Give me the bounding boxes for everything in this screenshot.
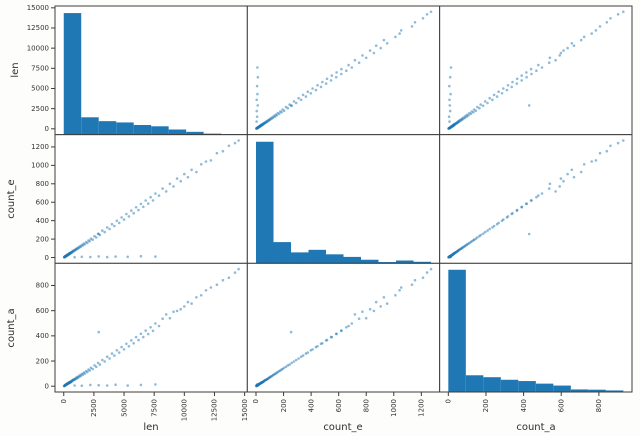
x-tick-label: 0 [60,399,68,403]
x-tick-label: 400 [307,399,315,412]
y-tick-label: 7500 [31,65,49,73]
x-tick-label: 200 [280,399,288,412]
hist-bar [291,252,309,264]
hist-bar [186,131,204,135]
y-tick-label: 10000 [27,44,49,52]
x-tick-label: 10000 [181,399,189,421]
hist-bar [256,141,274,264]
y-tick-label: 0 [45,254,49,262]
hist-bar [273,242,292,264]
hist-bar [343,256,361,264]
hist-bar [326,254,344,264]
panel-len-vs-count_e [246,5,441,136]
x-axis-label-count_e: count_e [323,422,362,433]
panel-len-vs-count_a [439,5,633,136]
panel-count_e-vs-count_e [246,134,441,264]
x-tick-label: 1200 [418,399,426,417]
y-tick-label: 800 [36,180,49,188]
hist-bar [465,375,484,392]
hist-bar [483,377,501,392]
x-tick-label: 7500 [150,399,158,417]
y-tick-label: 200 [36,357,49,365]
hist-bar [151,126,169,135]
panel-count_e-vs-len [54,134,248,264]
x-tick-label: 600 [557,399,565,412]
y-tick-label: 600 [36,307,49,315]
hist-bar [360,259,379,264]
hist-bar [570,389,589,392]
y-tick-label: 15000 [27,4,49,12]
panel-len-vs-len [54,5,248,136]
y-tick-label: 400 [36,217,49,225]
hist-bar [98,121,117,135]
panel-count_a-vs-len [54,262,248,393]
y-tick-label: 1200 [31,143,49,151]
hist-bar [168,129,187,135]
x-axis-label-len: len [143,422,158,433]
y-tick-label: 600 [36,198,49,206]
axes-layer: 0250050007500100001250015000020040060080… [27,4,603,421]
hist-bar [553,385,571,392]
hist-bar [535,383,554,392]
panel-count_e-vs-count_a [439,134,633,264]
hist-bar [500,379,519,392]
hist-bar [518,381,536,392]
x-tick-label: 12500 [211,399,219,421]
x-tick-label: 5000 [120,399,128,417]
x-tick-label: 800 [595,399,603,412]
hist-bar [605,390,624,392]
hist-bar [116,122,134,135]
hist-bar [378,262,396,264]
y-tick-label: 2500 [31,105,49,113]
y-axis-label-count_a: count_a [6,308,17,347]
hist-bar [588,389,606,392]
hist-bar [448,269,466,392]
hist-bar [413,261,431,264]
y-tick-label: 0 [45,125,49,133]
hist-bar [133,125,152,135]
panels-layer [54,5,633,393]
x-tick-label: 400 [520,399,528,412]
y-axis-label-count_e: count_e [6,179,17,218]
y-tick-label: 12500 [27,24,49,32]
y-tick-label: 0 [45,382,49,390]
y-axis-label-len: len [10,62,21,77]
x-tick-label: 0 [445,399,453,403]
y-tick-label: 400 [36,332,49,340]
hist-bar [308,249,327,264]
panel-count_a-vs-count_a [439,262,633,393]
hist-bar [203,133,222,135]
x-tick-label: 200 [482,399,490,412]
x-tick-label: 2500 [90,399,98,417]
hist-bar [395,260,414,264]
x-axis-label-count_a: count_a [516,422,555,433]
y-tick-label: 5000 [31,85,49,93]
y-tick-label: 200 [36,235,49,243]
hist-bar [63,13,82,135]
x-tick-label: 1000 [390,399,398,417]
x-tick-label: 15000 [241,399,249,421]
y-tick-label: 1000 [31,162,49,170]
y-tick-label: 800 [36,282,49,290]
panel-count_a-vs-count_e [246,262,441,393]
x-tick-label: 600 [335,399,343,412]
hist-bar [81,117,99,135]
x-tick-label: 0 [252,399,260,403]
x-tick-label: 800 [362,399,370,412]
